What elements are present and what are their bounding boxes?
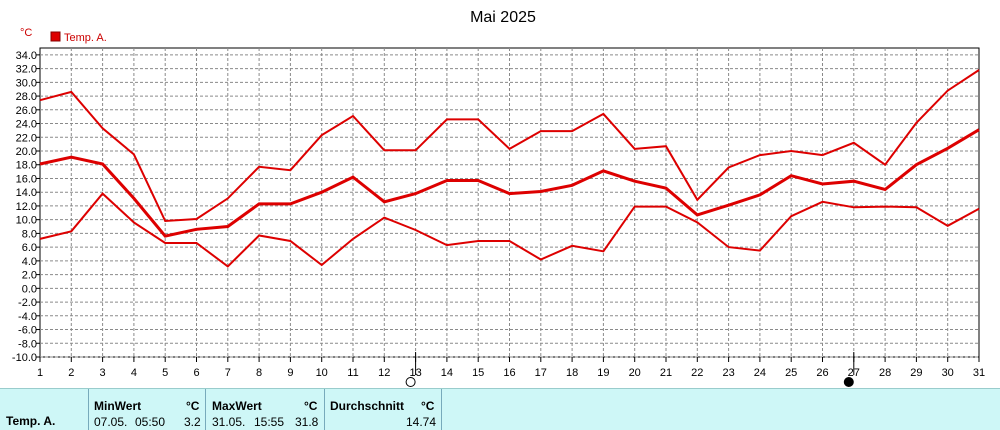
y-tick-label: 0.0 — [22, 283, 37, 295]
legend-item-temp-a: Temp. A. — [64, 32, 107, 44]
max-unit: °C — [304, 399, 318, 413]
max-header: MaxWert — [212, 399, 262, 413]
x-tick-label: 16 — [503, 367, 515, 379]
x-tick-label: 5 — [162, 367, 168, 379]
temperature-chart: Mai 2025 °C Temp. A. 34.032.030.028.026.… — [12, 9, 985, 387]
x-tick-label: 12 — [378, 367, 390, 379]
x-tick-label: 22 — [691, 367, 703, 379]
x-tick-label: 26 — [816, 367, 828, 379]
min-value: 3.2 — [184, 415, 201, 429]
min-unit: °C — [186, 399, 200, 413]
legend-swatch — [50, 31, 61, 42]
series-line-mean — [39, 128, 980, 238]
min-date: 07.05. — [94, 415, 128, 429]
y-tick-label: 2.0 — [22, 270, 37, 282]
y-tick-label: 32.0 — [16, 64, 37, 76]
y-axis: 34.0 32.030.0 28.0 26.0 24.022.0 20.0 18.016.0… — [12, 50, 40, 364]
max-time: 15:55 — [254, 415, 285, 429]
y-axis-unit-label: °C — [20, 27, 32, 39]
new-moon-icon — [843, 377, 854, 387]
y-tick-label: 10.0 — [16, 215, 37, 227]
x-tick-label: 6 — [193, 367, 199, 379]
y-tick-label: 4.0 — [22, 256, 37, 268]
y-tick-label: 34.0 — [16, 50, 37, 62]
y-tick-label: 16.0 — [16, 173, 37, 185]
y-tick-label: -6.0 — [18, 325, 37, 337]
x-tick-label: 21 — [660, 367, 672, 379]
max-date: 31.05. — [212, 415, 246, 429]
x-tick-label: 20 — [629, 367, 641, 379]
series-lines — [39, 69, 980, 268]
full-moon-icon — [405, 377, 416, 387]
y-tick-label: 18.0 — [16, 160, 37, 172]
x-tick-label: 23 — [722, 367, 734, 379]
x-tick-label: 29 — [910, 367, 922, 379]
y-tick-label: -4.0 — [18, 311, 37, 323]
chart-title: Mai 2025 — [470, 9, 536, 26]
y-tick-label: 30.0 — [16, 77, 37, 89]
x-tick-label: 18 — [566, 367, 578, 379]
min-header: MinWert — [94, 399, 142, 413]
average-header: Durchschnitt — [330, 399, 405, 413]
x-tick-label: 19 — [597, 367, 609, 379]
max-value: 31.8 — [295, 415, 319, 429]
x-tick-label: 24 — [754, 367, 766, 379]
x-tick-label: 15 — [472, 367, 484, 379]
x-tick-label: 4 — [131, 367, 137, 379]
x-tick-label: 9 — [287, 367, 293, 379]
average-unit: °C — [421, 399, 435, 413]
y-tick-label: 24.0 — [16, 119, 37, 131]
x-tick-label: 8 — [256, 367, 262, 379]
stats-row-label: Temp. A. — [6, 414, 56, 428]
statistics-table: Temp. A. MinWert °C 07.05. 05:50 3.2 Max… — [0, 388, 1000, 430]
series-line-min — [39, 192, 980, 268]
y-tick-label: -2.0 — [18, 297, 37, 309]
y-tick-label: 28.0 — [16, 91, 37, 103]
x-tick-label: 31 — [973, 367, 985, 379]
x-axis: 1 2 3 4 5 6 7 8 9 10 11 12 13 14 15 16 17 18 19 20 21 22 23 24 2… — [37, 357, 985, 379]
x-tick-label: 3 — [100, 367, 106, 379]
y-tick-label: 6.0 — [22, 242, 37, 254]
y-tick-label: 26.0 — [16, 105, 37, 117]
x-tick-label: 30 — [942, 367, 954, 379]
x-tick-label: 28 — [879, 367, 891, 379]
y-tick-label: -8.0 — [18, 338, 37, 350]
series-line-max — [39, 69, 980, 223]
x-tick-label: 14 — [441, 367, 453, 379]
x-tick-label: 7 — [225, 367, 231, 379]
moon-markers — [405, 352, 855, 387]
y-tick-label: 14.0 — [16, 187, 37, 199]
x-tick-label: 2 — [68, 367, 74, 379]
x-tick-label: 11 — [347, 367, 358, 379]
y-tick-label: 12.0 — [16, 201, 37, 213]
average-value: 14.74 — [406, 415, 437, 429]
min-time: 05:50 — [135, 415, 166, 429]
y-tick-label: 22.0 — [16, 132, 37, 144]
y-tick-label: -10.0 — [12, 352, 37, 364]
x-tick-label: 17 — [535, 367, 547, 379]
x-tick-label: 25 — [785, 367, 797, 379]
x-tick-label: 10 — [316, 367, 328, 379]
x-tick-label: 1 — [37, 367, 43, 379]
y-tick-label: 20.0 — [16, 146, 37, 158]
y-tick-label: 8.0 — [22, 228, 37, 240]
